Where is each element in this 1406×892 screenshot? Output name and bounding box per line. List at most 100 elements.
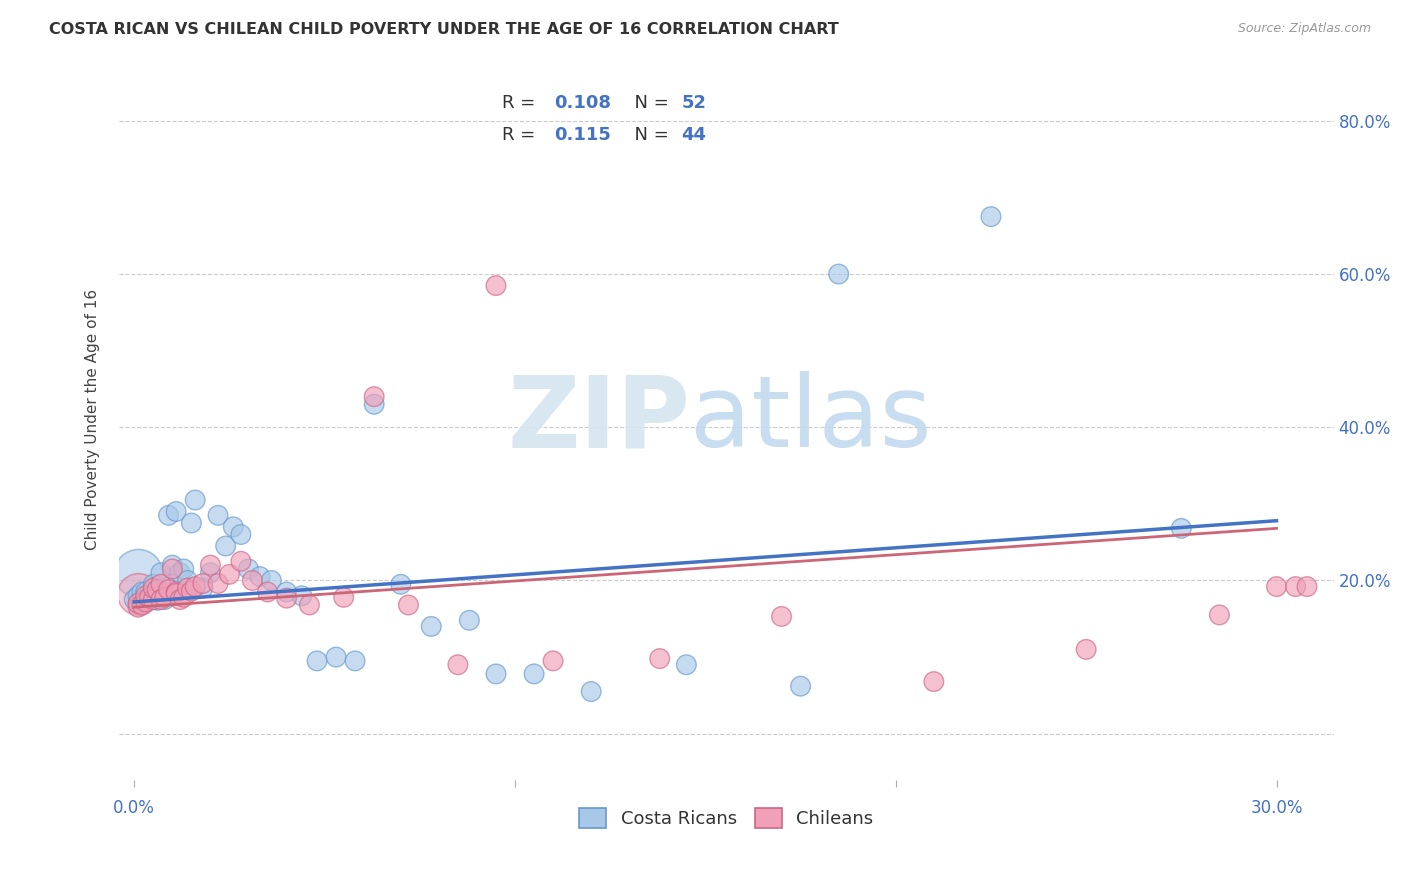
Point [127, 597, 149, 611]
Point [447, 657, 470, 672]
Point [256, 585, 278, 599]
Point [1170, 521, 1192, 535]
Point [142, 581, 165, 595]
Point [184, 580, 207, 594]
Point [176, 581, 198, 595]
Point [207, 576, 229, 591]
Point [127, 597, 149, 611]
Text: Source: ZipAtlas.com: Source: ZipAtlas.com [1237, 22, 1371, 36]
Point [648, 651, 671, 665]
Point [127, 589, 149, 603]
Point [180, 584, 202, 599]
Point [180, 516, 202, 530]
Point [162, 577, 184, 591]
Point [827, 267, 849, 281]
Text: R =: R = [502, 126, 547, 145]
Point [165, 504, 187, 518]
Point [200, 558, 222, 573]
Text: atlas: atlas [690, 371, 932, 468]
Point [184, 493, 207, 508]
Point [135, 589, 157, 603]
Point [153, 592, 176, 607]
Point [165, 585, 187, 599]
Point [131, 598, 153, 612]
Y-axis label: Child Poverty Under the Age of 16: Child Poverty Under the Age of 16 [86, 289, 100, 550]
Point [173, 562, 195, 576]
Point [146, 582, 169, 597]
Text: 52: 52 [682, 94, 706, 112]
Point [162, 562, 184, 576]
Point [325, 650, 347, 665]
Point [169, 566, 191, 580]
Point [173, 591, 195, 605]
Point [131, 585, 153, 599]
Point [135, 592, 157, 607]
Point [789, 679, 811, 693]
Text: 0.115: 0.115 [554, 126, 610, 145]
Point [222, 520, 245, 534]
Text: 44: 44 [682, 126, 706, 145]
Point [138, 591, 160, 605]
Point [523, 667, 546, 681]
Point [162, 558, 184, 573]
Point [142, 592, 165, 607]
Point [541, 654, 564, 668]
Point [363, 397, 385, 411]
Point [218, 567, 240, 582]
Point [229, 527, 252, 541]
Point [396, 598, 419, 612]
Point [135, 595, 157, 609]
Point [138, 587, 160, 601]
Point [980, 210, 1002, 224]
Point [165, 586, 187, 600]
Point [249, 569, 271, 583]
Point [420, 619, 443, 633]
Point [135, 585, 157, 599]
Point [332, 591, 354, 605]
Text: ZIP: ZIP [508, 371, 690, 468]
Point [124, 592, 146, 607]
Point [276, 591, 298, 605]
Point [131, 592, 153, 607]
Point [238, 562, 260, 576]
Point [579, 684, 602, 698]
Point [149, 566, 172, 580]
Text: 0.108: 0.108 [554, 94, 610, 112]
Point [157, 508, 180, 523]
Point [1284, 580, 1306, 594]
Point [146, 593, 169, 607]
Point [142, 577, 165, 591]
Point [276, 585, 298, 599]
Point [922, 674, 945, 689]
Point [1296, 580, 1319, 594]
Point [127, 587, 149, 601]
Text: N =: N = [623, 94, 675, 112]
Point [291, 589, 314, 603]
Point [157, 582, 180, 597]
Point [1208, 607, 1230, 622]
Point [191, 576, 214, 591]
Point [153, 591, 176, 605]
Point [149, 592, 172, 607]
Text: 30.0%: 30.0% [1250, 798, 1303, 817]
Point [675, 657, 697, 672]
Point [770, 609, 793, 624]
Point [127, 566, 149, 580]
Text: 0.0%: 0.0% [114, 798, 155, 817]
Point [305, 654, 328, 668]
Point [229, 554, 252, 568]
Point [207, 508, 229, 523]
Point [485, 278, 508, 293]
Point [138, 591, 160, 605]
Point [458, 613, 481, 627]
Text: R =: R = [502, 94, 541, 112]
Point [142, 581, 165, 595]
Legend: Costa Ricans, Chileans: Costa Ricans, Chileans [572, 801, 880, 836]
Point [200, 566, 222, 580]
Point [169, 592, 191, 607]
Point [363, 390, 385, 404]
Point [153, 585, 176, 599]
Point [191, 581, 214, 595]
Point [1076, 642, 1098, 657]
Point [149, 585, 172, 599]
